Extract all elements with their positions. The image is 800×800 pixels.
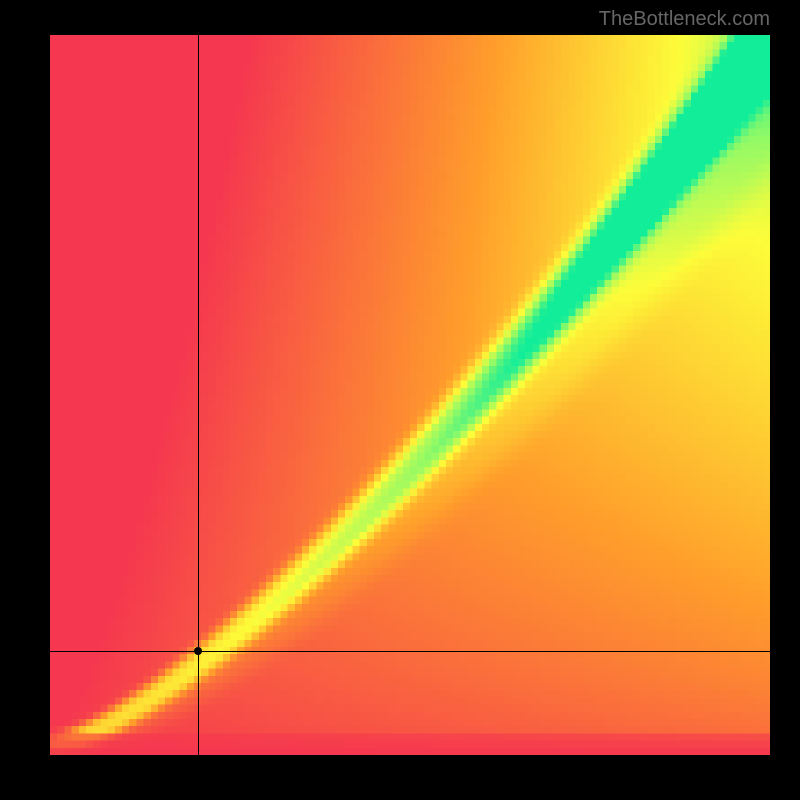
crosshair-horizontal: [50, 651, 770, 652]
heatmap-plot-area: [50, 35, 770, 755]
heatmap-canvas: [50, 35, 770, 755]
watermark-text: TheBottleneck.com: [599, 8, 770, 31]
crosshair-marker-dot: [194, 647, 202, 655]
